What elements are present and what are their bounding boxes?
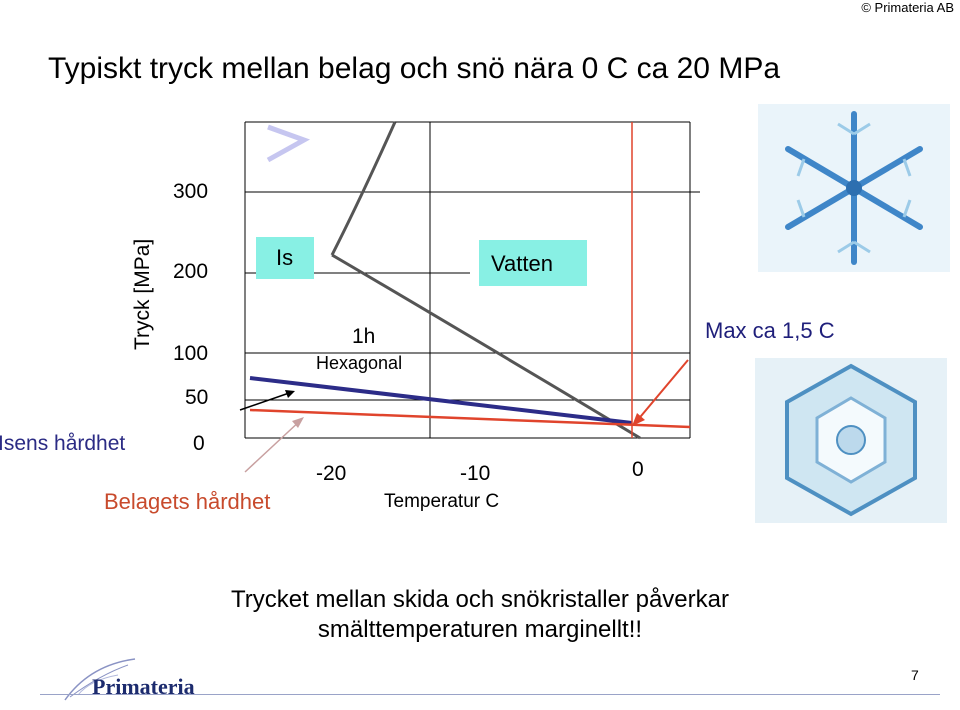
snowflake-plate-image [755,358,947,523]
isens-arrow [239,391,293,411]
logo-text: Primateria [92,674,195,699]
ice-region-label: Is [256,237,314,279]
x-tick-label: 0 [632,458,644,481]
x-tick-label: -10 [460,462,491,485]
x-axis-label: Temperatur C [384,491,500,512]
y-axis-label: Tryck [MPa] [131,238,154,350]
ice-hardness-line [249,376,633,425]
conclusion-line-2: smälttemperaturen marginellt!! [317,616,643,643]
ice-boundary-light [266,124,311,163]
conclusion-line-1: Trycket mellan skida och snökristaller p… [231,586,729,613]
belag-arrow [244,418,303,473]
belag-arrow-head [292,417,304,428]
phase-1h-label: 1h [352,325,376,348]
snowflake-dendrite-image [758,104,950,272]
y-tick-label: 100 [173,342,209,365]
phase-hexagonal-label: Hexagonal [316,353,403,373]
copyright-notice: © Primateria AB [861,0,954,15]
slide-title: Typiskt tryck mellan belag och snö nära … [48,52,781,85]
y-tick-label: 200 [173,260,209,283]
y-tick-label: 300 [173,180,209,203]
base-hardness-line [249,408,691,429]
y-tick-label: 0 [193,432,205,455]
max-arrow-head [632,413,645,426]
water-region-label: Vatten [479,240,587,286]
melting-curve [330,121,641,440]
max-arrow [635,359,689,423]
y-tick-label: 50 [185,386,209,409]
isens-arrow-head [285,390,295,398]
ice-hardness-label: Isens hårdhet [0,432,126,455]
page-number: 7 [911,667,919,683]
primateria-logo-icon [64,658,136,701]
base-hardness-label: Belagets hårdhet [104,489,271,514]
footer-divider [40,694,940,695]
x-tick-label: -20 [316,462,347,485]
grid [244,121,700,439]
conclusion-text: Trycket mellan skida och snökristaller p… [0,585,960,645]
